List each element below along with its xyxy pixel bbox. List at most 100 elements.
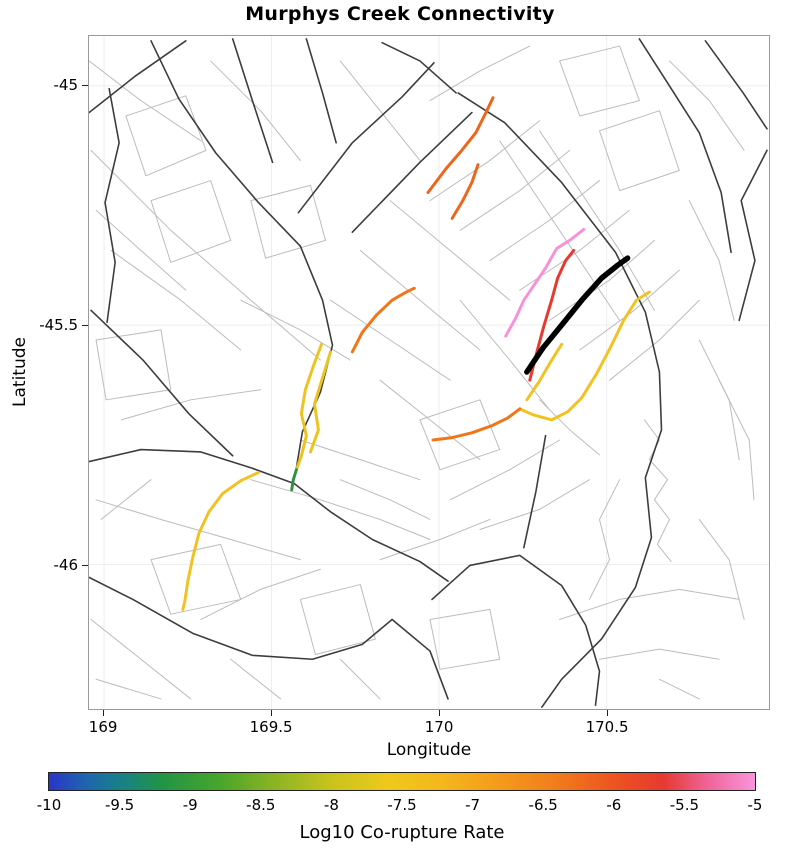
- background-fault: [609, 299, 700, 381]
- background-fault: [240, 299, 351, 361]
- major-fault: [457, 92, 663, 708]
- x-tick-mark: [271, 710, 273, 716]
- major-fault: [391, 618, 449, 700]
- background-fault: [90, 618, 192, 700]
- major-fault: [90, 309, 234, 457]
- background-fault: [95, 209, 187, 291]
- rupture-trace: [350, 286, 416, 354]
- rupture-trace: [294, 342, 324, 472]
- major-fault: [305, 38, 337, 144]
- background-fault: [539, 130, 655, 311]
- rupture-trace: [518, 290, 651, 422]
- background-fault: [658, 678, 700, 700]
- colorbar-tick-label: -9: [182, 796, 198, 814]
- rupture-trace: [525, 342, 564, 402]
- major-fault: [351, 111, 473, 234]
- background-fault: [429, 45, 531, 102]
- background-fault: [459, 299, 551, 411]
- rupture-trace: [431, 407, 522, 442]
- background-fault: [688, 200, 735, 321]
- background-fault: [419, 399, 501, 471]
- y-tick-mark: [82, 324, 88, 326]
- colorbar-tick-label: -5: [747, 796, 763, 814]
- x-tick-label: 170.5: [585, 718, 629, 736]
- background-fault: [110, 249, 242, 351]
- background-fault: [698, 518, 745, 620]
- major-fault: [104, 87, 120, 324]
- x-tick-label: 170: [424, 718, 454, 736]
- background-fault: [299, 584, 376, 655]
- background-fault: [718, 379, 755, 501]
- background-fault: [549, 239, 655, 321]
- background-fault: [499, 140, 621, 321]
- background-fault: [598, 110, 680, 192]
- background-fault: [459, 149, 571, 231]
- background-fault: [559, 588, 740, 620]
- colorbar-tick-label: -6: [606, 796, 622, 814]
- major-fault: [89, 448, 296, 485]
- background-fault: [125, 95, 207, 177]
- y-tick-mark: [82, 565, 88, 566]
- background-fault: [150, 180, 232, 263]
- colorbar-tick-label: -8: [323, 796, 339, 814]
- major-fault: [231, 38, 274, 164]
- background-fault: [698, 339, 740, 461]
- x-tick-label: 169.5: [249, 718, 293, 736]
- x-axis-label: Longitude: [386, 740, 472, 760]
- y-tick-label: -45: [53, 75, 79, 94]
- background-fault: [379, 379, 481, 461]
- background-fault: [299, 439, 421, 481]
- background-fault: [200, 568, 321, 620]
- major-fault: [150, 39, 302, 247]
- background-fault: [339, 658, 381, 700]
- background-fault: [588, 479, 621, 600]
- background-fault: [230, 658, 282, 700]
- colorbar-tick-label: -7.5: [387, 796, 417, 814]
- major-fault: [738, 149, 768, 322]
- rupture-trace: [426, 96, 495, 195]
- chart-title: Murphys Creek Connectivity: [245, 3, 555, 25]
- background-fault: [95, 329, 172, 401]
- colorbar-tick-label: -6.5: [528, 796, 558, 814]
- background-fault: [90, 149, 321, 361]
- rupture-trace: [308, 350, 332, 454]
- major-fault: [293, 482, 449, 582]
- colorbar-tick-label: -10: [36, 796, 62, 814]
- background-fault: [339, 60, 421, 161]
- colorbar-tick-label: -5.5: [669, 796, 700, 814]
- rupture-trace: [504, 227, 586, 338]
- y-axis-label: Latitude: [10, 337, 30, 407]
- background-fault: [95, 499, 301, 561]
- background-fault: [95, 678, 162, 700]
- y-tick-label: -45.5: [39, 315, 78, 334]
- x-tick-mark: [439, 710, 441, 716]
- rupture-trace: [528, 248, 576, 382]
- background-fault: [429, 120, 541, 202]
- major-fault: [431, 554, 601, 707]
- background-fault: [120, 389, 261, 421]
- colorbar-label: Log10 Co-rupture Rate: [299, 822, 505, 843]
- x-tick-mark: [103, 710, 105, 716]
- y-tick-mark: [82, 84, 88, 86]
- colorbar-tick-label: -8.5: [246, 796, 276, 814]
- background-fault: [89, 60, 202, 142]
- major-fault: [523, 434, 547, 549]
- major-fault: [638, 38, 732, 254]
- y-tick-label: -46: [53, 556, 79, 574]
- background-fault: [329, 299, 451, 381]
- major-fault: [704, 39, 768, 130]
- major-fault: [89, 576, 393, 661]
- major-fault: [295, 245, 334, 469]
- colorbar: -10 -9.5 -9 -8.5 -8 -7.5 -7 -6.5 -6 -5.5 -5: [37, 772, 762, 814]
- background-fault: [379, 518, 491, 561]
- background-fault: [250, 184, 327, 259]
- background-fault: [250, 479, 431, 541]
- background-fault: [359, 249, 481, 351]
- background-fault: [429, 608, 501, 670]
- rupture-trace: [181, 471, 261, 611]
- background-fault: [210, 60, 301, 161]
- rupture-trace: [524, 255, 631, 375]
- rupture-trace: [450, 163, 480, 220]
- fault-map: [89, 36, 769, 709]
